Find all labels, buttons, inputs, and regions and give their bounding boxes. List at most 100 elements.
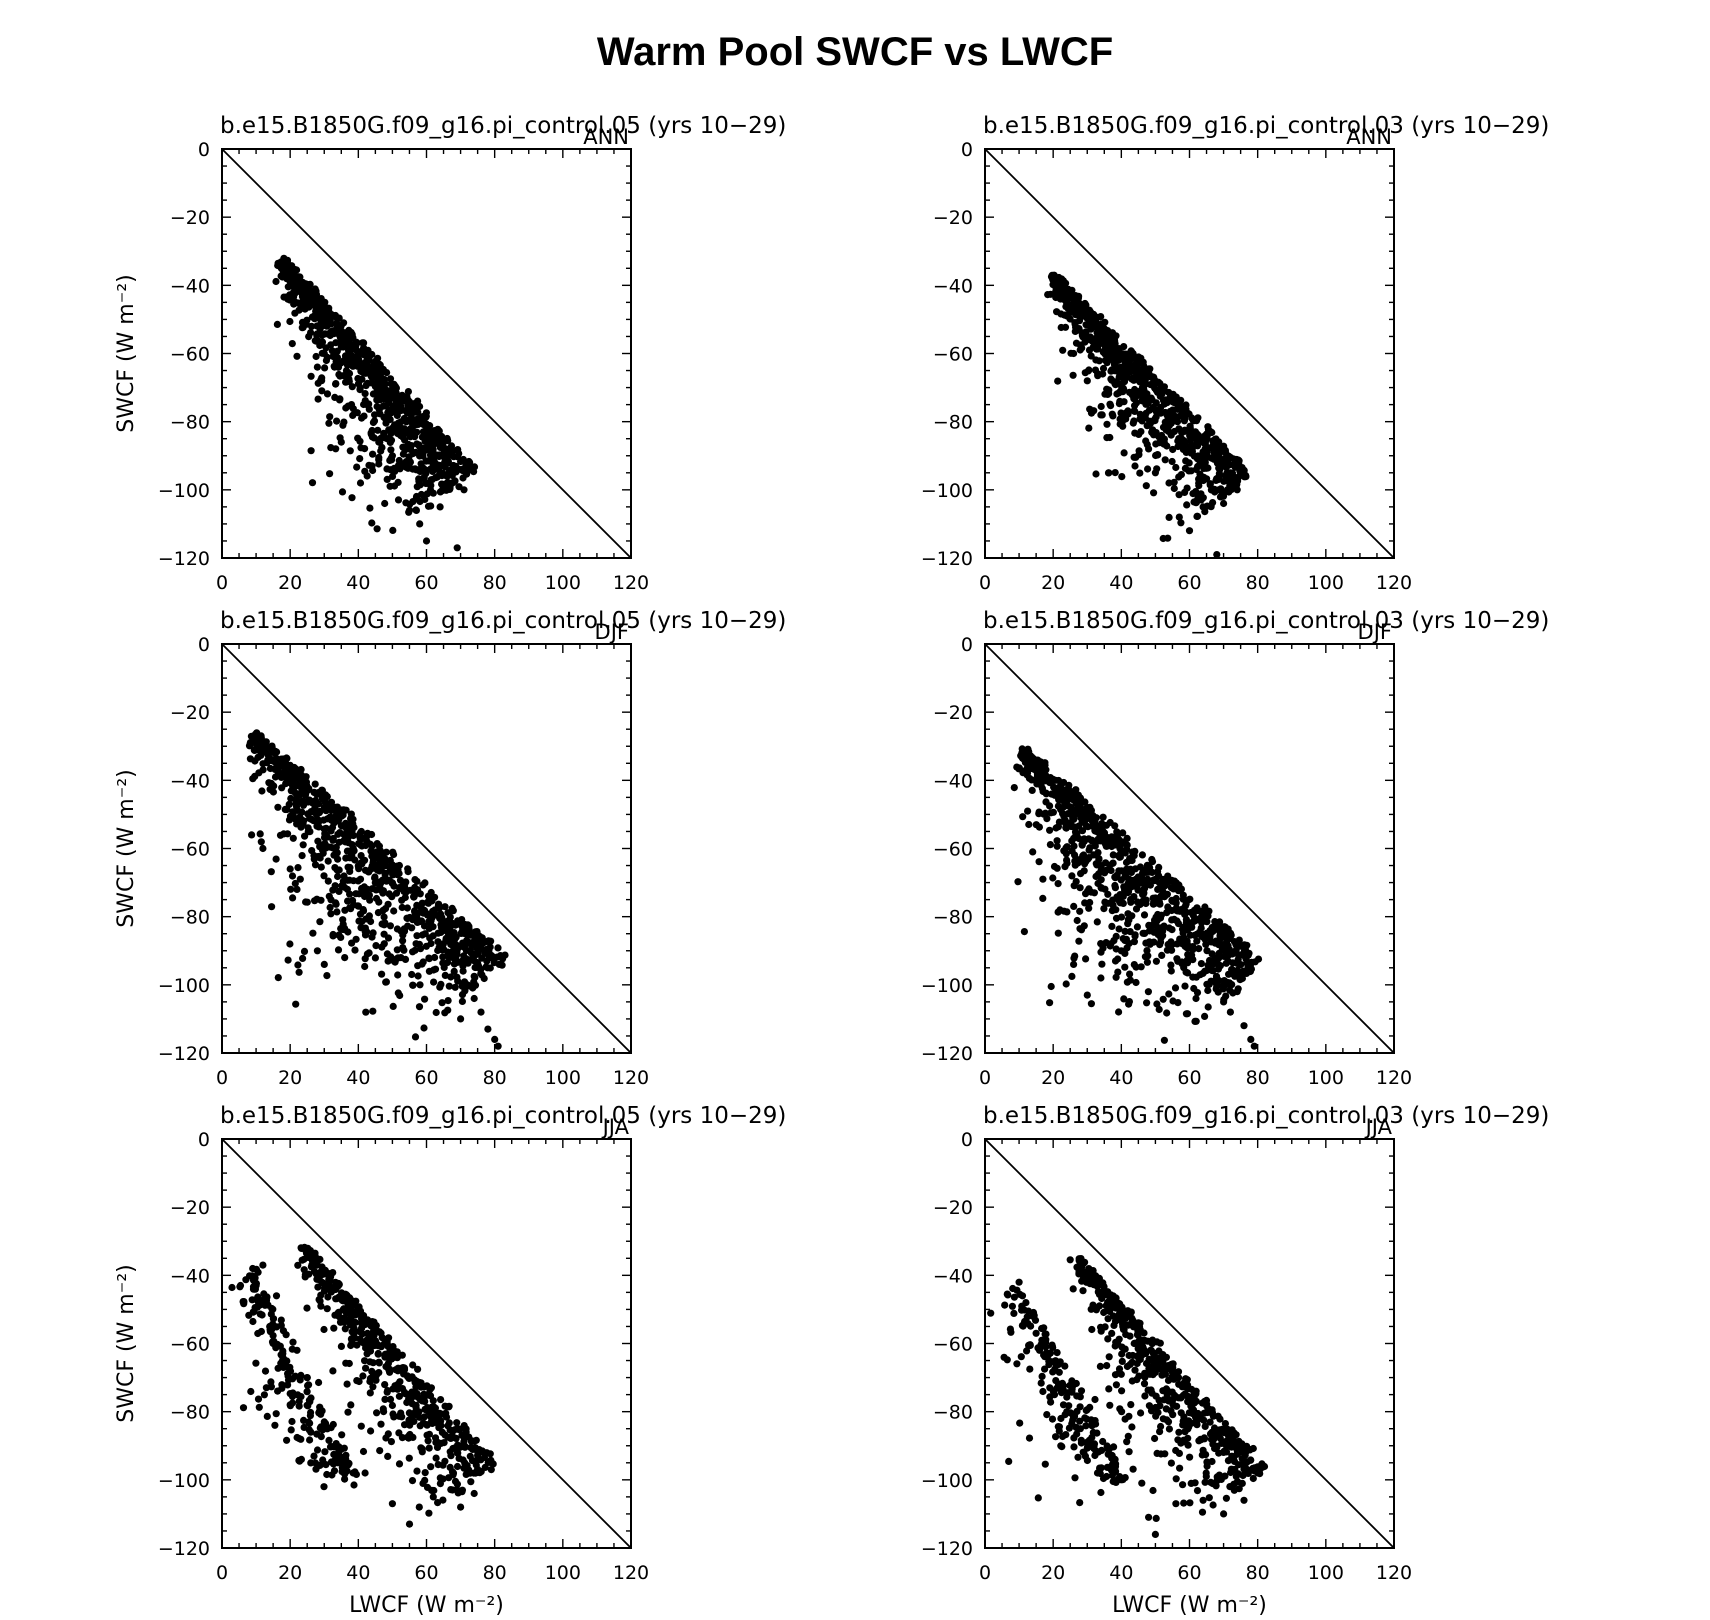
data-point (335, 887, 343, 896)
scatter-panel: 0 20 40 60 80 100 120 0 −20 −40 −60 −80 −100 −120 b.e1… (114, 608, 786, 1089)
y-tick-label: −100 (158, 480, 210, 502)
data-point (294, 864, 302, 872)
data-point (1151, 415, 1159, 423)
data-point (366, 504, 374, 512)
data-point (291, 309, 299, 317)
data-points (228, 1243, 497, 1528)
data-point (438, 999, 446, 1007)
data-point (316, 918, 324, 926)
data-point (317, 1410, 325, 1418)
data-point (375, 438, 383, 446)
data-point (1101, 898, 1109, 906)
data-point (380, 1408, 388, 1416)
data-point (394, 989, 402, 997)
data-point (1071, 810, 1079, 818)
data-point (1132, 978, 1140, 987)
data-point (369, 1383, 377, 1391)
data-point (399, 937, 407, 945)
data-point (1094, 342, 1102, 350)
data-point (1182, 457, 1190, 465)
data-point (1112, 914, 1121, 922)
data-point (474, 1451, 482, 1459)
data-point (1039, 894, 1047, 903)
data-point (474, 1465, 482, 1473)
data-point (1078, 827, 1087, 835)
data-point (417, 490, 425, 499)
data-point (425, 954, 433, 962)
data-point (413, 1467, 421, 1475)
data-point (1094, 372, 1102, 380)
data-point (279, 762, 287, 770)
data-point (1155, 1005, 1163, 1014)
data-point (1135, 368, 1143, 376)
data-point (347, 401, 356, 409)
data-point (1020, 928, 1028, 936)
data-point (291, 772, 299, 781)
data-point (1177, 519, 1185, 527)
data-point (1097, 411, 1105, 419)
data-point (351, 946, 359, 954)
data-point (372, 942, 380, 950)
data-point (1213, 486, 1221, 494)
data-point (302, 778, 310, 786)
data-point (340, 1295, 348, 1303)
data-point (449, 1469, 458, 1477)
data-points (272, 254, 479, 552)
reference-line (221, 148, 632, 559)
data-point (298, 1256, 306, 1264)
data-point (375, 898, 383, 906)
data-point (365, 891, 373, 899)
data-point (311, 299, 319, 307)
season-label: DJF (595, 620, 629, 644)
data-point (1199, 494, 1207, 502)
data-point (1060, 778, 1068, 787)
data-point (345, 369, 354, 378)
data-point (383, 435, 391, 443)
data-point (1091, 366, 1100, 374)
data-point (278, 1381, 286, 1389)
data-point (1060, 786, 1069, 794)
data-point (1111, 957, 1120, 965)
data-point (327, 1288, 335, 1296)
scatter-panel: 0 20 40 60 80 100 120 0 −20 −40 −60 −80 −100 −120 b.e1… (921, 113, 1550, 594)
data-point (1151, 469, 1159, 477)
data-point (1053, 837, 1061, 845)
data-point (439, 1496, 447, 1504)
y-tick-label: −100 (158, 1470, 210, 1492)
data-point (1194, 452, 1202, 460)
data-point (297, 288, 305, 297)
data-point (418, 899, 426, 907)
data-point (1092, 470, 1100, 478)
data-point (1068, 872, 1076, 880)
data-point (1123, 865, 1131, 873)
data-point (395, 1392, 403, 1400)
data-point (384, 957, 392, 965)
y-axis-label: SWCF (W m⁻²) (114, 274, 139, 433)
data-point (336, 1318, 345, 1326)
data-point (286, 940, 294, 948)
data-point (375, 1359, 383, 1367)
data-point (312, 1270, 320, 1278)
data-point (313, 1446, 322, 1454)
data-point (332, 380, 340, 388)
data-point (425, 1509, 433, 1517)
data-point (369, 450, 377, 458)
data-point (1109, 901, 1117, 909)
x-tick-label: 100 (545, 1562, 581, 1584)
data-point (324, 857, 332, 865)
x-tick-label: 0 (979, 572, 991, 594)
data-point (1013, 763, 1021, 771)
x-tick-label: 0 (979, 1067, 991, 1089)
data-point (1193, 512, 1202, 520)
data-point (405, 1416, 413, 1424)
data-point (372, 886, 380, 894)
data-point (381, 1381, 389, 1389)
data-point (1159, 995, 1167, 1003)
data-point (405, 1454, 413, 1462)
data-point (355, 356, 363, 364)
data-point (1111, 337, 1119, 345)
data-point (1099, 364, 1108, 373)
data-point (334, 872, 342, 881)
data-point (1128, 876, 1136, 885)
data-point (1189, 956, 1197, 964)
